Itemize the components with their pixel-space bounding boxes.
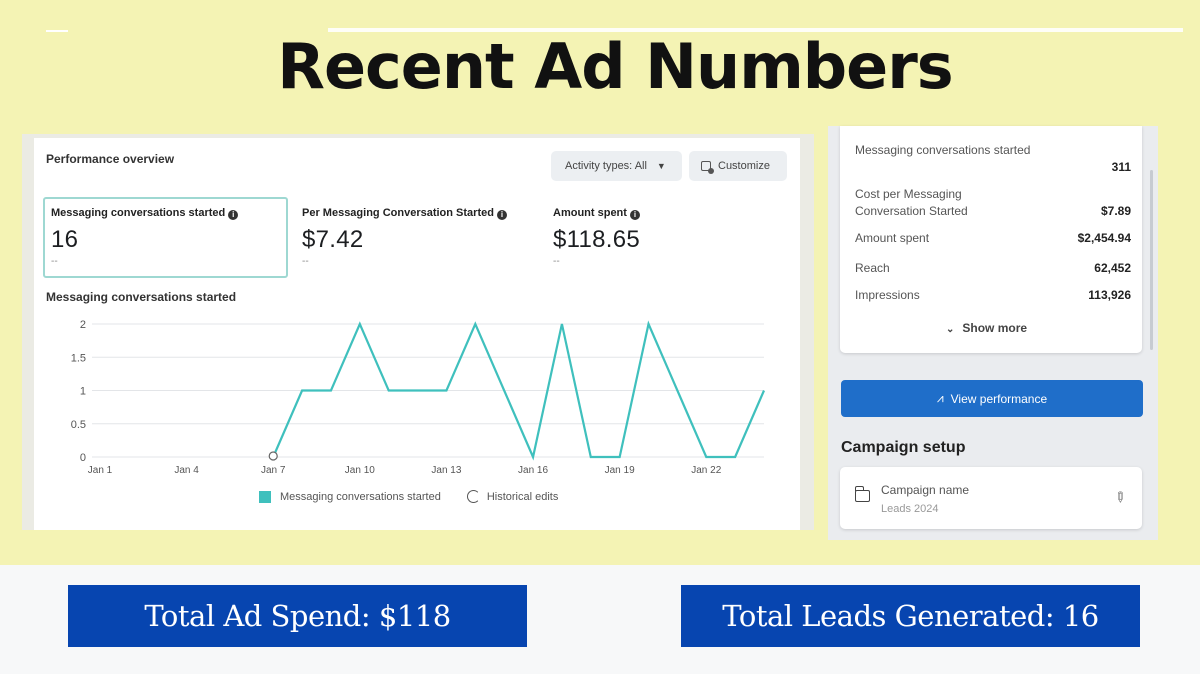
x-tick-label: Jan 16 — [518, 465, 548, 476]
y-tick-label: 0.5 — [71, 419, 86, 431]
summary-value: 113,926 — [1088, 288, 1131, 302]
total-leads-box: Total Leads Generated: 16 — [681, 585, 1140, 647]
summary-label: Impressions — [855, 288, 920, 302]
caret-down-icon: ▼ — [656, 161, 666, 171]
performance-title: Performance overview — [46, 152, 175, 166]
historical-edits-icon — [466, 490, 480, 503]
x-tick-label: Jan 19 — [605, 465, 635, 476]
x-tick-label: Jan 22 — [691, 465, 721, 476]
chevron-down-icon: ⌄ — [946, 324, 955, 335]
campaign-name-value: Leads 2024 — [881, 503, 939, 515]
chart-legend: Messaging conversations started Historic… — [259, 490, 558, 503]
metric-label: Amount spent — [553, 207, 627, 219]
summary-row: Reach 62,452 — [855, 260, 1131, 277]
summary-card — [840, 126, 1142, 353]
x-tick-label: Jan 7 — [261, 465, 286, 476]
metric-messaging-conversations[interactable]: Messaging conversations started i 16 -- — [51, 207, 239, 267]
trend-icon: ⩘ — [936, 391, 944, 405]
y-tick-label: 0 — [80, 452, 86, 464]
view-performance-button[interactable]: ⩘ View performance — [841, 380, 1143, 417]
decorative-dash — [46, 30, 68, 32]
activity-types-dropdown[interactable]: Activity types: All ▼ — [551, 151, 682, 181]
legend-historical-edits[interactable]: Historical edits — [466, 490, 559, 503]
summary-row: Impressions 113,926 — [855, 287, 1131, 304]
summary-label: Reach — [855, 261, 890, 275]
total-ad-spend-box: Total Ad Spend: $118 — [68, 585, 527, 647]
decorative-line — [328, 28, 1183, 32]
summary-row: Cost per Messaging Conversation Started … — [855, 186, 1131, 220]
line-chart: 0 0.5 1 1.5 2 Jan 1 Jan 4 Jan 7 Jan 10 Jan 13 Jan … — [71, 319, 766, 476]
summary-row: Amount spent $2,454.94 — [855, 230, 1131, 247]
summary-row: Messaging conversations started 311 — [855, 142, 1131, 176]
scrollbar[interactable] — [1150, 170, 1153, 350]
metric-delta: -- — [51, 256, 58, 267]
summary-label: Cost per Messaging Conversation Started — [855, 187, 968, 218]
summary-value: 62,452 — [1094, 261, 1131, 275]
y-tick-label: 1.5 — [71, 352, 86, 364]
view-performance-label: View performance — [950, 391, 1048, 406]
y-tick-label: 1 — [80, 386, 86, 398]
campaign-name-card[interactable] — [840, 467, 1142, 529]
legend-historical-label: Historical edits — [486, 490, 559, 503]
metric-label: Messaging conversations started — [51, 207, 226, 219]
selected-metric-card[interactable] — [43, 197, 288, 278]
y-tick-label: 2 — [80, 319, 86, 331]
metric-value: $7.42 — [302, 226, 364, 253]
summary-value: 311 — [1111, 160, 1131, 174]
total-leads-text: Total Leads Generated: 16 — [722, 599, 1099, 633]
x-tick-label: Jan 10 — [345, 465, 375, 476]
show-more-label: Show more — [962, 321, 1028, 335]
folder-icon — [854, 486, 870, 502]
metric-delta: -- — [553, 256, 560, 267]
summary-value: $2,454.94 — [1077, 231, 1131, 245]
info-icon[interactable]: i — [228, 210, 239, 220]
page-headline: Recent Ad Numbers — [277, 30, 953, 103]
customize-label: Customize — [718, 160, 770, 172]
metric-value: $118.65 — [553, 226, 641, 253]
metric-value: 16 — [51, 226, 79, 253]
show-more-button[interactable]: ⌄ Show more — [946, 321, 1027, 335]
summary-label: Amount spent — [855, 231, 930, 245]
campaign-setup-title: Campaign setup — [841, 439, 966, 456]
x-tick-label: Jan 1 — [88, 465, 113, 476]
customize-button[interactable]: Customize — [689, 151, 787, 181]
total-ad-spend-text: Total Ad Spend: $118 — [144, 599, 451, 633]
metric-amount-spent[interactable]: Amount spent i $118.65 -- — [553, 207, 640, 267]
metric-label: Per Messaging Conversation Started — [302, 207, 494, 219]
customize-icon — [701, 161, 714, 174]
campaign-name-label: Campaign name — [881, 483, 970, 497]
summary-value: $7.89 — [1100, 204, 1131, 218]
x-tick-label: Jan 13 — [431, 465, 461, 476]
metric-cost-per-conversation[interactable]: Per Messaging Conversation Started i $7.4… — [302, 207, 507, 267]
legend-swatch — [259, 490, 271, 503]
info-icon[interactable]: i — [496, 210, 507, 220]
activity-types-label: Activity types: All — [565, 160, 647, 172]
summary-label: Messaging conversations started — [855, 143, 1031, 157]
series-line — [272, 320, 766, 461]
chart-title: Messaging conversations started — [46, 290, 237, 304]
legend-series-label: Messaging conversations started — [280, 490, 441, 503]
x-tick-label: Jan 4 — [174, 465, 199, 476]
metric-delta: -- — [302, 256, 309, 267]
historical-edit-marker — [268, 451, 278, 461]
info-icon[interactable]: i — [629, 210, 640, 220]
